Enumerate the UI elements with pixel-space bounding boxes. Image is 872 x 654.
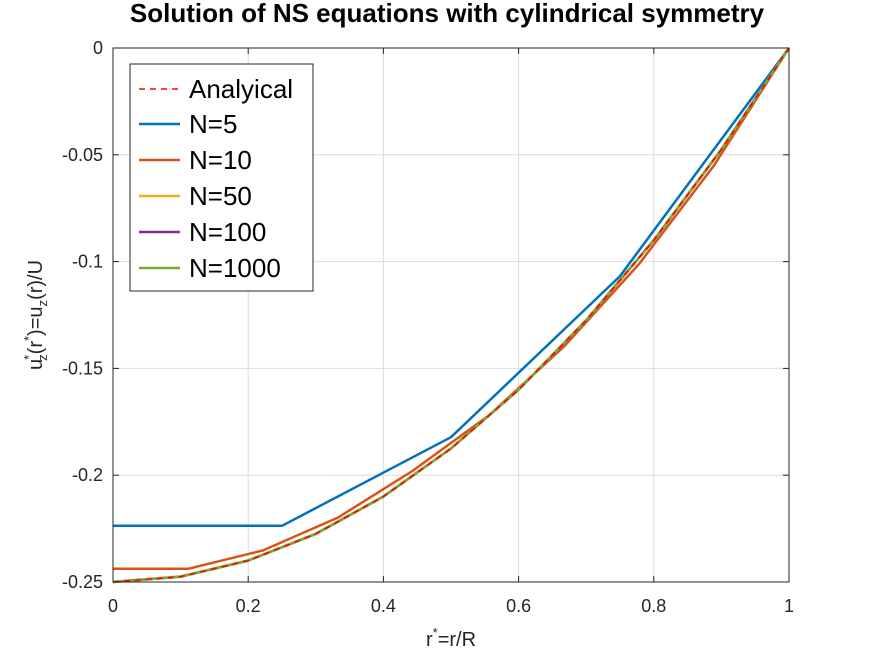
- axes-box: [112, 47, 790, 583]
- legend-label: N=5: [189, 109, 237, 139]
- series-line-analyical: [112, 47, 790, 583]
- tick-marks: [112, 47, 790, 583]
- y-tick-label: -0.25: [62, 572, 103, 592]
- series-line-n-5: [113, 47, 791, 528]
- legend-label: Analyical: [189, 74, 293, 104]
- y-tick-label: -0.05: [62, 145, 103, 165]
- x-tick-label: 0.8: [641, 596, 666, 616]
- legend-box: [129, 63, 314, 292]
- x-axis-label: r*=r/R: [426, 625, 476, 651]
- legend: Analyical N=5 N=10 N=50 N=100 N=1000: [129, 63, 314, 292]
- y-tick-label: -0.15: [62, 358, 103, 378]
- legend-label: N=100: [189, 217, 266, 247]
- y-axis-label: u*z(r*)=uz(r)/U: [21, 260, 50, 370]
- x-tick-label: 0: [108, 596, 118, 616]
- x-tick-label: 1: [784, 596, 794, 616]
- x-tick-labels: 0 0.2 0.4 0.6 0.8 1: [108, 596, 794, 616]
- y-tick-labels: 0 -0.05 -0.1 -0.15 -0.2 -0.25: [62, 38, 103, 592]
- series-line-n-10: [113, 47, 791, 571]
- chart-title: Solution of NS equations with cylindrica…: [130, 0, 765, 28]
- legend-label: N=10: [189, 145, 252, 175]
- series-layer: [112, 47, 791, 584]
- x-tick-label: 0.4: [371, 596, 396, 616]
- y-tick-label: -0.2: [72, 465, 103, 485]
- y-tick-label: -0.1: [72, 252, 103, 272]
- y-tick-label: 0: [93, 38, 103, 58]
- legend-label: N=50: [189, 181, 252, 211]
- x-tick-label: 0.2: [236, 596, 261, 616]
- legend-label: N=1000: [189, 253, 281, 283]
- x-tick-label: 0.6: [506, 596, 531, 616]
